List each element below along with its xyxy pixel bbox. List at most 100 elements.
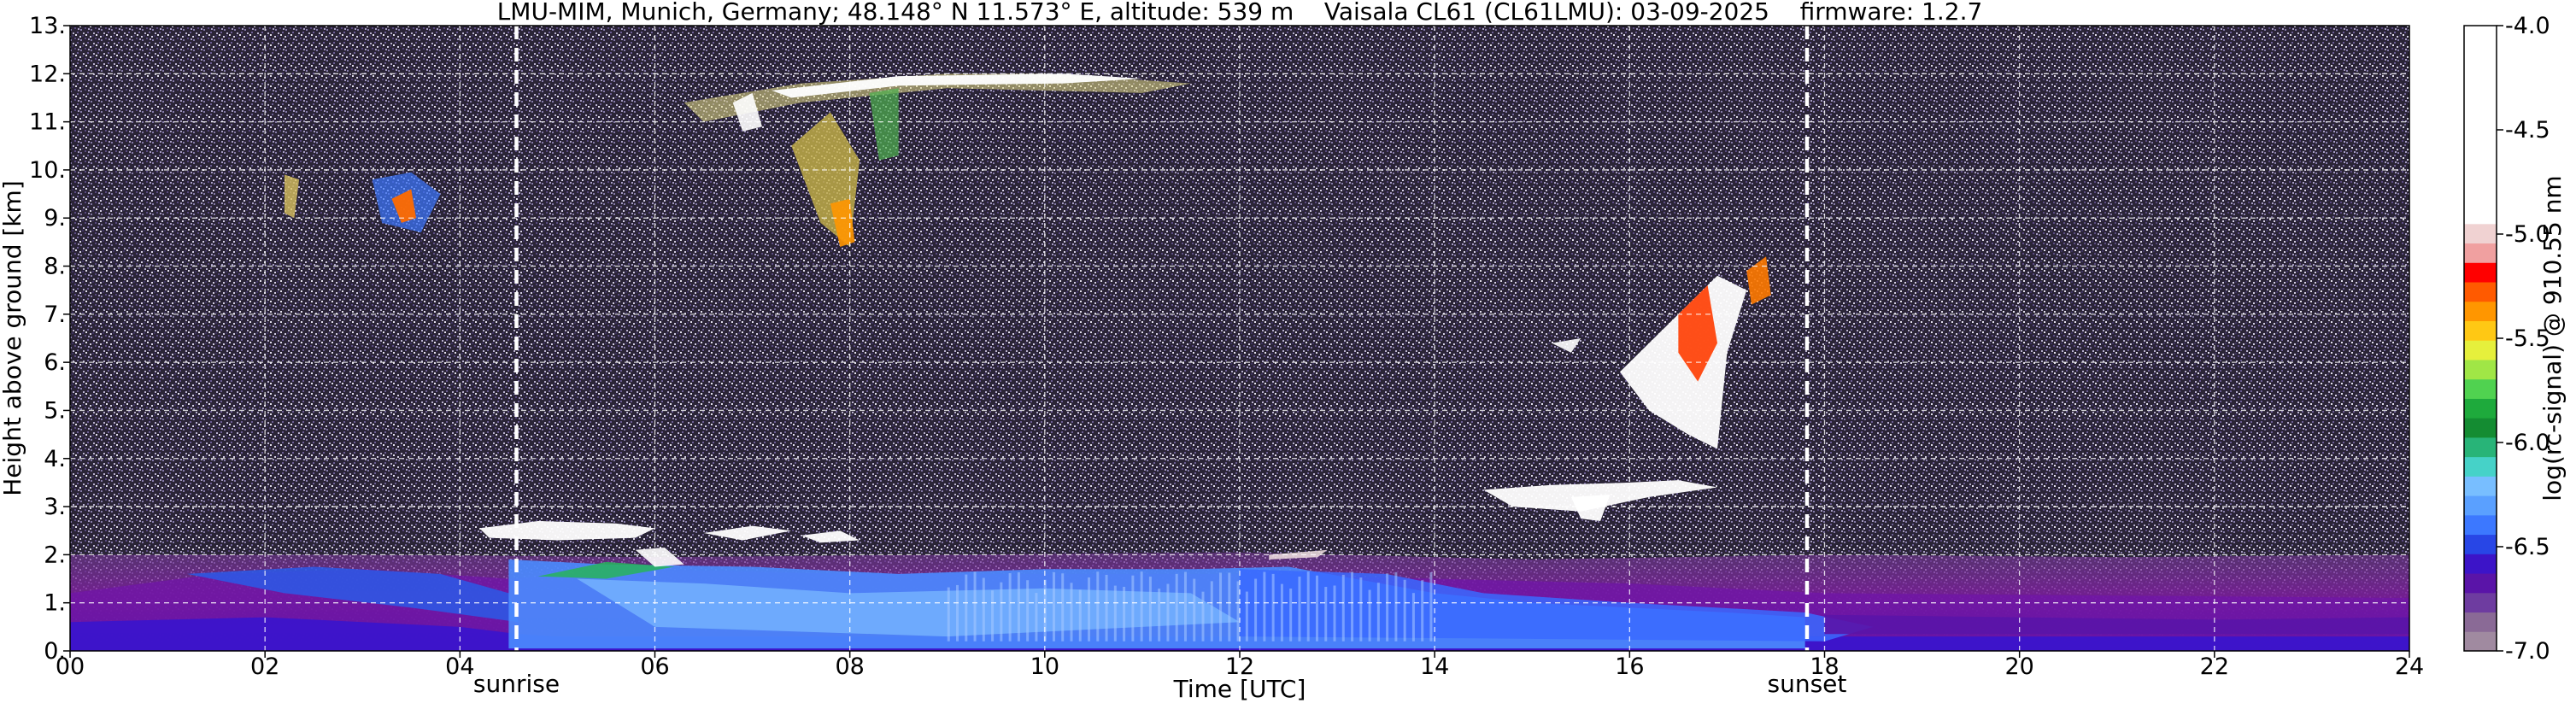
x-tick-label: 20 [2004, 653, 2033, 680]
colorbar-segment [2464, 418, 2497, 438]
colorbar-segment [2464, 456, 2497, 477]
low-cloud [479, 520, 655, 541]
colorbar-tick-label: -4.0 [2505, 13, 2550, 39]
cirrus-haze [684, 73, 1191, 122]
colorbar-tick-label: -4.5 [2505, 117, 2550, 144]
colorbar-segment [2464, 243, 2497, 263]
colorbar-label: log(rc-signal) @ 910.55 nm [2538, 175, 2567, 501]
x-tick-label: 12 [1225, 653, 1254, 680]
stripe [1421, 580, 1424, 642]
colorbar-segment [2464, 340, 2497, 360]
aerosol-plume-morning [186, 566, 519, 623]
stripe [991, 590, 995, 642]
low-cloud-fragment [801, 530, 860, 543]
aerosol-green-patch [537, 561, 675, 579]
x-axis-label: Time [UTC] [1173, 675, 1306, 703]
vertical-stripes [947, 571, 1433, 642]
plot-area [70, 26, 2409, 651]
stripe [1245, 591, 1248, 642]
colorbar-segment [2464, 262, 2497, 283]
stripe [956, 584, 959, 642]
low-cloud-fragment [703, 525, 792, 541]
stripe [1351, 571, 1354, 642]
stripe [1411, 593, 1415, 642]
ascending-cloud [1619, 275, 1747, 449]
x-tick-label: 18 [1810, 653, 1839, 680]
colorbar-segment [2464, 612, 2497, 632]
colorbar-segment [2464, 223, 2497, 244]
stripe [1113, 585, 1117, 642]
colorbar-segment [2464, 514, 2497, 536]
x-tick-label: 24 [2395, 653, 2424, 680]
x-tick-label: 00 [56, 653, 85, 680]
x-tick-label: 22 [2200, 653, 2229, 680]
y-tick-label: 3. [44, 494, 66, 520]
x-tick-label: 08 [835, 653, 864, 680]
stripe [1333, 585, 1336, 642]
stripe [1429, 571, 1433, 642]
cirrus-fallstreak-core [830, 198, 855, 248]
stripe [1236, 581, 1240, 642]
stripe [1324, 587, 1328, 642]
colorbar-segment [2464, 282, 2497, 302]
colorbar-segment [2464, 573, 2497, 594]
stripe [1035, 593, 1038, 642]
stripe [982, 577, 985, 642]
y-tick-label: 1. [44, 590, 66, 617]
sunset-marker-label: sunset [1768, 670, 1847, 698]
ascending-cloud-top [1746, 256, 1771, 305]
stripe [1315, 575, 1318, 642]
y-tick-label: 9. [44, 205, 66, 231]
stripe [1210, 581, 1213, 642]
stripe [1359, 577, 1363, 642]
stripe [1376, 583, 1380, 642]
colorbar-tick-label: -5.5 [2505, 325, 2550, 352]
stripe [1088, 577, 1091, 642]
x-tick-label: 02 [250, 653, 279, 680]
colorbar-segment [2464, 398, 2497, 419]
high-cloud-streak [284, 174, 300, 219]
stripe [1228, 572, 1231, 642]
y-tick-label: 6. [44, 349, 66, 376]
colorbar-segment [2464, 476, 2497, 496]
y-tick-label: 0. [44, 638, 66, 665]
stripe [1148, 577, 1152, 642]
mixed-layer-light [577, 578, 1240, 637]
stripe [1183, 571, 1187, 642]
high-cloud-core [391, 189, 416, 223]
stripe [1298, 577, 1301, 642]
y-tick-label: 4. [44, 446, 66, 472]
colorbar-segment [2464, 378, 2497, 399]
stripe [1000, 582, 1003, 642]
stripe [1078, 589, 1082, 642]
stripe [1394, 571, 1398, 642]
stripe [1386, 573, 1389, 642]
stripe [1052, 571, 1055, 642]
stripe [1403, 579, 1406, 642]
colorbar-segment [2464, 359, 2497, 380]
stripe [947, 587, 950, 642]
x-tick-label: 10 [1030, 653, 1059, 680]
evening-layer [1824, 614, 2409, 635]
x-tick-label: 06 [640, 653, 669, 680]
y-tick-label: 8. [44, 254, 66, 280]
colorbar-tick-label: -7.0 [2505, 638, 2550, 665]
stripe [1070, 583, 1073, 642]
stripe [1368, 589, 1371, 642]
stripe [1219, 572, 1223, 642]
y-tick-label: 11. [29, 109, 66, 136]
colorbar-tick-label: -6.5 [2505, 534, 2550, 560]
sunrise-marker-label: sunrise [473, 670, 560, 698]
stripe [1131, 575, 1135, 642]
stripe [1105, 574, 1108, 642]
colorbar-segment [2464, 320, 2497, 341]
cloud-fragment [1552, 338, 1581, 353]
cirrus-fallstreak-green [869, 88, 899, 161]
colorbar-tick-label: -5.0 [2505, 221, 2550, 248]
ascending-cloud-core [1678, 285, 1718, 382]
cloud-fragment [1269, 549, 1328, 560]
x-tick-label: 14 [1420, 653, 1449, 680]
stripe [1175, 573, 1178, 642]
stripe [1280, 583, 1283, 642]
